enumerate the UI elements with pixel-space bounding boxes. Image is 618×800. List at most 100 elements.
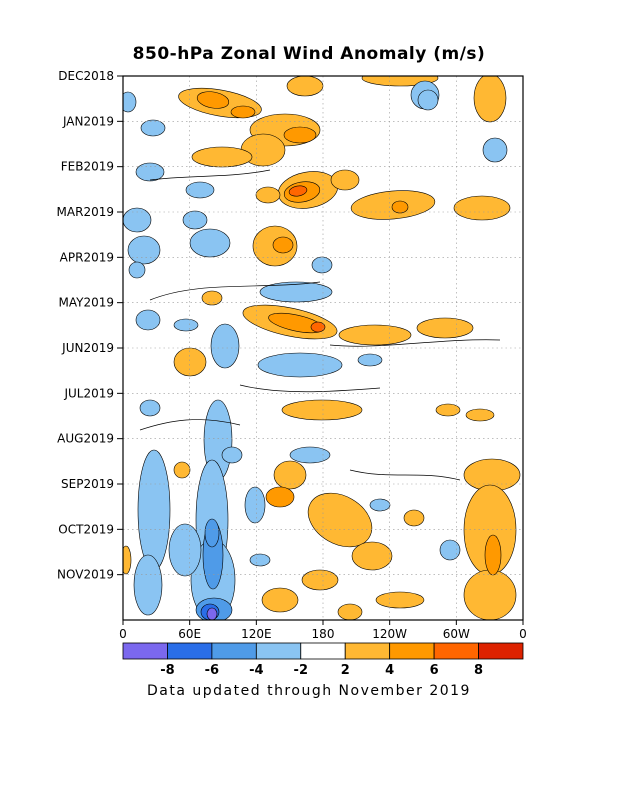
zero-contour-line <box>149 281 321 301</box>
anomaly-contour <box>307 492 373 548</box>
anomaly-contour <box>338 324 412 346</box>
anomaly-contour <box>301 569 339 591</box>
y-tick-label: APR2019 <box>60 250 114 264</box>
anomaly-contour <box>439 539 461 561</box>
x-tick-label: 0 <box>519 627 527 641</box>
anomaly-contour <box>257 352 343 378</box>
color-bar-label: -4 <box>249 663 263 678</box>
anomaly-contour <box>463 569 517 620</box>
anomaly-contour <box>123 545 132 575</box>
anomaly-contour <box>249 553 271 567</box>
x-tick-label: 0 <box>119 627 127 641</box>
anomaly-contour <box>123 91 137 113</box>
anomaly-contour <box>259 281 333 303</box>
anomaly-contour <box>473 76 507 123</box>
grid-lines <box>123 76 523 620</box>
anomaly-field <box>123 76 521 620</box>
y-tick-label: AUG2019 <box>57 432 114 446</box>
color-bar: -8 -6 -4 -2 2 4 6 8 <box>122 642 524 678</box>
anomaly-contour <box>168 523 202 577</box>
color-bar-label: -8 <box>160 663 174 678</box>
color-bar-swatch <box>255 642 302 660</box>
anomaly-contour <box>127 235 161 265</box>
zero-contour-line <box>149 169 271 181</box>
anomaly-contour <box>221 446 243 464</box>
anomaly-contour <box>283 126 317 144</box>
anomaly-contour <box>135 309 161 331</box>
anomaly-contour <box>128 261 146 279</box>
color-bar-label: 4 <box>385 663 394 678</box>
anomaly-contour <box>286 76 324 97</box>
anomaly-contour <box>273 460 307 490</box>
y-tick-label: JAN2019 <box>62 114 114 128</box>
anomaly-contour <box>230 105 256 119</box>
anomaly-contour <box>311 256 333 274</box>
y-axis: DEC2018 JAN2019 FEB2019 MAR2019 APR2019 MAY20… <box>57 69 123 582</box>
anomaly-contour <box>140 119 166 137</box>
anomaly-contour <box>281 399 363 421</box>
anomaly-contour <box>133 554 163 616</box>
anomaly-contour <box>272 236 294 254</box>
x-axis: 0 60E 120E 180 120W 60W 0 <box>119 620 527 641</box>
anomaly-contour <box>261 587 299 613</box>
anomaly-contour <box>255 186 281 204</box>
anomaly-contour <box>191 146 253 168</box>
color-bar-swatch <box>344 642 391 660</box>
data-update-note: Data updated through November 2019 <box>147 683 471 699</box>
color-bar-swatch <box>300 642 346 660</box>
anomaly-contour <box>403 509 425 527</box>
y-tick-label: MAY2019 <box>59 296 115 310</box>
anomaly-contour <box>185 181 215 199</box>
y-tick-label: MAR2019 <box>57 205 114 219</box>
anomaly-contour <box>416 317 474 339</box>
chart-title: 850-hPa Zonal Wind Anomaly (m/s) <box>132 44 486 64</box>
anomaly-contour <box>375 591 425 609</box>
anomaly-contour <box>435 403 461 417</box>
anomaly-contour <box>453 195 511 221</box>
anomaly-contour <box>173 347 207 377</box>
color-bar-label: 2 <box>341 663 350 678</box>
color-bar-swatch <box>167 642 213 660</box>
anomaly-contour <box>310 321 326 333</box>
anomaly-contour <box>391 200 409 214</box>
x-tick-label: 120W <box>372 627 407 641</box>
anomaly-contour <box>196 91 230 109</box>
anomaly-contour <box>182 210 208 230</box>
zero-contour-line <box>349 469 461 481</box>
anomaly-contour <box>465 408 495 422</box>
color-bar-swatch <box>478 642 524 660</box>
anomaly-contour <box>417 89 439 111</box>
x-tick-label: 60E <box>178 627 201 641</box>
x-tick-label: 120E <box>241 627 272 641</box>
y-tick-label: JUL2019 <box>63 386 114 400</box>
y-tick-label: NOV2019 <box>57 568 114 582</box>
anomaly-contour <box>189 228 231 258</box>
anomaly-contour <box>337 603 363 620</box>
anomaly-contour <box>289 446 331 464</box>
color-bar-swatch <box>433 642 479 660</box>
x-tick-label: 60W <box>443 627 470 641</box>
color-bar-label: 6 <box>430 663 439 678</box>
anomaly-contour <box>137 449 171 571</box>
color-bar-label: 8 <box>474 663 483 678</box>
anomaly-contour <box>173 461 191 479</box>
color-bar-label: -6 <box>205 663 219 678</box>
anomaly-contour <box>357 353 383 367</box>
y-tick-label: SEP2019 <box>61 477 114 491</box>
color-bar-swatch <box>122 642 168 660</box>
y-tick-label: OCT2019 <box>58 522 114 536</box>
anomaly-contour <box>139 399 161 417</box>
anomaly-contour <box>484 534 502 576</box>
y-tick-label: DEC2018 <box>58 69 114 83</box>
anomaly-contour <box>206 607 218 620</box>
anomaly-contour <box>204 518 220 548</box>
x-tick-label: 180 <box>312 627 335 641</box>
anomaly-contour <box>330 169 360 191</box>
anomaly-contour <box>369 498 391 512</box>
y-tick-label: FEB2019 <box>61 160 114 174</box>
anomaly-contour <box>288 185 308 197</box>
zero-contour-line <box>239 384 381 393</box>
anomaly-contour <box>210 323 240 369</box>
anomaly-contour <box>244 486 266 524</box>
